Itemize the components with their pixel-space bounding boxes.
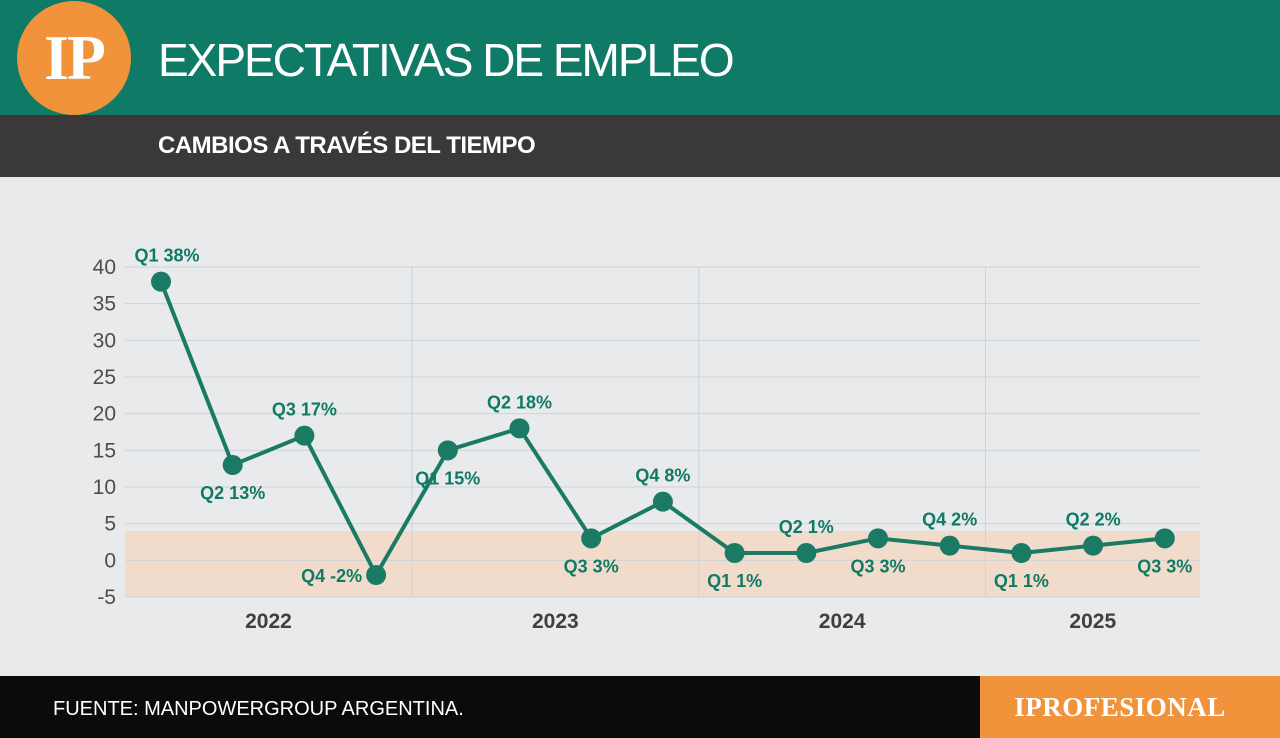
y-tick-label: 0 [104, 549, 116, 572]
data-point [796, 543, 817, 563]
data-label: Q2 1% [779, 517, 834, 537]
page-title: EXPECTATIVAS DE EMPLEO [158, 34, 735, 86]
data-label: Q2 13% [200, 483, 265, 503]
data-label: Q3 3% [1137, 556, 1192, 576]
x-year-label: 2022 [245, 610, 292, 633]
y-tick-label: 10 [93, 476, 116, 499]
data-label: Q3 17% [272, 400, 337, 420]
y-tick-label: 40 [93, 256, 116, 279]
data-label: Q3 3% [564, 556, 619, 576]
page-subtitle: CAMBIOS A TRAVÉS DEL TIEMPO [158, 132, 536, 159]
data-label: Q1 38% [134, 246, 199, 266]
data-point [1154, 528, 1175, 549]
chart-grid [125, 266, 1200, 598]
data-label: Q1 1% [994, 571, 1049, 591]
data-label: Q3 3% [850, 556, 905, 576]
y-axis: 40 35 30 25 20 15 10 5 0 -5 [93, 256, 116, 609]
y-tick-label: 20 [93, 403, 116, 426]
data-label: Q2 2% [1066, 510, 1121, 530]
data-labels: Q1 38% Q2 13% Q3 17% Q4 -2% Q1 15% Q2 18% Q3 3… [134, 246, 1192, 591]
data-label: Q1 15% [415, 468, 480, 488]
data-point [366, 565, 387, 585]
data-point [652, 491, 673, 512]
logo-text: IP [44, 22, 106, 93]
data-label: Q4 8% [635, 466, 690, 486]
y-tick-label: 35 [93, 293, 116, 316]
data-point [151, 271, 171, 292]
data-point [222, 455, 243, 475]
x-axis-years: 2022 2023 2024 2025 [245, 610, 1116, 633]
data-point [437, 440, 458, 461]
x-year-label: 2023 [532, 610, 579, 633]
x-year-label: 2025 [1069, 610, 1116, 633]
y-tick-label: 30 [93, 329, 116, 352]
y-tick-label: 25 [93, 366, 116, 389]
ip-logo: IP [17, 1, 131, 115]
x-year-label: 2024 [819, 610, 866, 633]
y-tick-label: -5 [97, 586, 116, 609]
data-label: Q4 -2% [301, 566, 362, 586]
source-note: FUENTE: MANPOWERGROUP ARGENTINA. [53, 698, 464, 720]
subheader-bar [0, 115, 1280, 177]
data-point [294, 425, 315, 446]
data-point [509, 418, 530, 439]
header-bar [0, 0, 1280, 115]
brand-logo: IPROFESIONAL [1014, 692, 1226, 722]
data-label: Q1 1% [707, 571, 762, 591]
y-tick-label: 5 [104, 513, 116, 536]
low-range-band [125, 531, 1200, 597]
data-point [724, 543, 745, 563]
line-chart: 40 35 30 25 20 15 10 5 0 -5 2022 2023 2024 2025 Q1 3… [93, 246, 1200, 633]
y-tick-label: 15 [93, 439, 116, 462]
data-label: Q2 18% [487, 392, 552, 412]
data-point [868, 528, 888, 549]
data-points [151, 271, 1175, 585]
data-point [581, 528, 602, 549]
data-label: Q4 2% [922, 510, 977, 530]
brand-box [980, 676, 1280, 738]
data-point [1011, 543, 1032, 563]
data-point [939, 535, 960, 556]
data-point [1083, 535, 1104, 556]
